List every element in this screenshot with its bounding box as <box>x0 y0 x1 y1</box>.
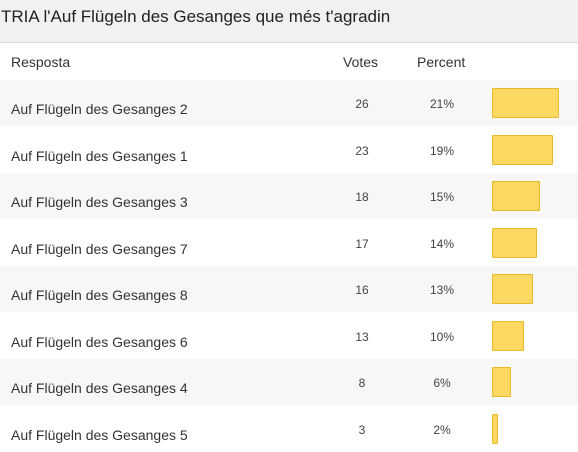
answer-label: Auf Flügeln des Gesanges 6 <box>11 333 188 350</box>
table-row: Auf Flügeln des Gesanges 1 23 19% <box>0 126 578 173</box>
answer-label: Auf Flügeln des Gesanges 3 <box>11 194 188 210</box>
column-header-resposta: Resposta <box>11 54 71 70</box>
vote-count: 3 <box>358 422 366 437</box>
vote-count: 18 <box>355 190 369 204</box>
vote-count: 8 <box>358 376 366 390</box>
vote-percent: 2% <box>433 422 451 437</box>
percent-bar <box>492 181 540 211</box>
vote-percent: 21% <box>429 97 455 111</box>
column-header-votes: Votes <box>343 54 379 70</box>
percent-bar <box>492 274 533 304</box>
poll-results-table: Resposta Votes Percent Auf Flügeln des G… <box>0 42 578 452</box>
vote-percent: 19% <box>429 143 455 158</box>
percent-bar <box>492 134 553 165</box>
vote-count: 13 <box>355 329 369 344</box>
table-row: Auf Flügeln des Gesanges 6 13 10% <box>0 312 578 359</box>
percent-bar <box>492 320 524 351</box>
vote-count: 16 <box>355 283 369 297</box>
vote-count: 17 <box>355 236 369 251</box>
answer-label: Auf Flügeln des Gesanges 8 <box>11 287 188 303</box>
percent-bar <box>492 88 559 118</box>
answer-label: Auf Flügeln des Gesanges 5 <box>11 426 188 443</box>
page-title: TRIA l'Auf Flügeln des Gesanges que més … <box>1 7 391 26</box>
vote-percent: 13% <box>429 283 455 297</box>
answer-label: Auf Flügeln des Gesanges 1 <box>11 147 188 164</box>
vote-percent: 10% <box>429 329 455 344</box>
answer-label: Auf Flügeln des Gesanges 7 <box>11 240 188 257</box>
vote-percent: 6% <box>433 376 451 390</box>
table-row: Auf Flügeln des Gesanges 8 16 13% <box>0 266 578 312</box>
vote-count: 26 <box>355 97 369 111</box>
table-row: Auf Flügeln des Gesanges 3 18 15% <box>0 173 578 219</box>
percent-bar <box>492 413 498 444</box>
percent-bar <box>492 227 537 258</box>
answer-label: Auf Flügeln des Gesanges 2 <box>11 101 188 117</box>
table-header: Resposta Votes Percent <box>0 43 578 81</box>
column-header-percent: Percent <box>417 54 466 70</box>
vote-count: 23 <box>355 143 369 158</box>
vote-percent: 15% <box>429 190 455 204</box>
answer-label: Auf Flügeln des Gesanges 4 <box>11 380 188 396</box>
table-row: Auf Flügeln des Gesanges 2 26 21% <box>0 80 578 126</box>
percent-bar <box>492 367 511 397</box>
table-row: Auf Flügeln des Gesanges 4 8 6% <box>0 359 578 405</box>
table-row: Auf Flügeln des Gesanges 5 3 2% <box>0 405 578 452</box>
vote-percent: 14% <box>429 236 455 251</box>
table-row: Auf Flügeln des Gesanges 7 17 14% <box>0 219 578 266</box>
